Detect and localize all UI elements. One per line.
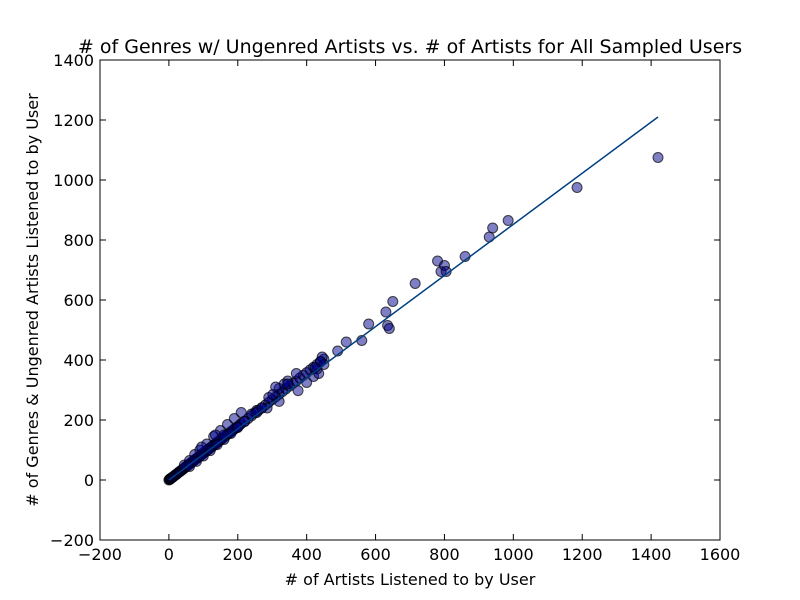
y-axis-label: # of Genres & Ungenred Artists Listened … — [23, 93, 42, 507]
scatter-point — [571, 182, 583, 193]
scatter-point — [209, 429, 221, 441]
y-tick-label: 600 — [63, 291, 94, 310]
scatter-point — [487, 222, 499, 234]
scatter-point — [440, 266, 452, 277]
scatter-point — [387, 296, 399, 307]
scatter-point — [235, 407, 247, 418]
scatter-point — [292, 385, 304, 397]
scatter-point — [290, 368, 302, 379]
y-tick-label: 200 — [63, 411, 94, 430]
y-tick-label: 1200 — [53, 111, 94, 130]
scatter-point — [383, 323, 395, 334]
y-tick-label: 800 — [63, 231, 94, 250]
plot-area — [163, 116, 664, 486]
scatter-point — [502, 215, 514, 226]
x-tick-label: 800 — [429, 545, 460, 564]
x-tick-label: −200 — [78, 545, 122, 564]
scatter-point — [652, 152, 664, 163]
x-tick-label: 600 — [360, 545, 391, 564]
x-tick-label: 400 — [291, 545, 322, 564]
axis-ticks: −200 0 200 400 600 800 1000 1200 1400 1600 −200 0 20… — [50, 51, 740, 564]
scatter-point — [380, 306, 392, 318]
x-tick-label: 1000 — [493, 545, 534, 564]
y-tick-label: 0 — [84, 471, 94, 490]
x-tick-label: 1600 — [700, 545, 741, 564]
scatter-point — [267, 389, 279, 400]
scatter-point — [340, 336, 352, 348]
y-tick-label: −200 — [50, 531, 94, 550]
scatter-point — [196, 441, 208, 453]
y-tick-label: 1400 — [53, 51, 94, 70]
scatter-point — [282, 378, 294, 390]
chart-title: # of Genres w/ Ungenred Artists vs. # of… — [78, 36, 742, 58]
scatter-point — [409, 278, 421, 289]
scatter-point — [363, 318, 375, 330]
scatter-point — [239, 416, 251, 427]
x-tick-label: 200 — [223, 545, 254, 564]
x-tick-label: 1200 — [562, 545, 603, 564]
x-tick-label: 1400 — [631, 545, 672, 564]
y-tick-label: 1000 — [53, 171, 94, 190]
y-tick-label: 400 — [63, 351, 94, 370]
x-axis-label: # of Artists Listened to by User — [285, 570, 536, 589]
fit-line — [168, 116, 659, 481]
x-tick-label: 0 — [164, 545, 174, 564]
